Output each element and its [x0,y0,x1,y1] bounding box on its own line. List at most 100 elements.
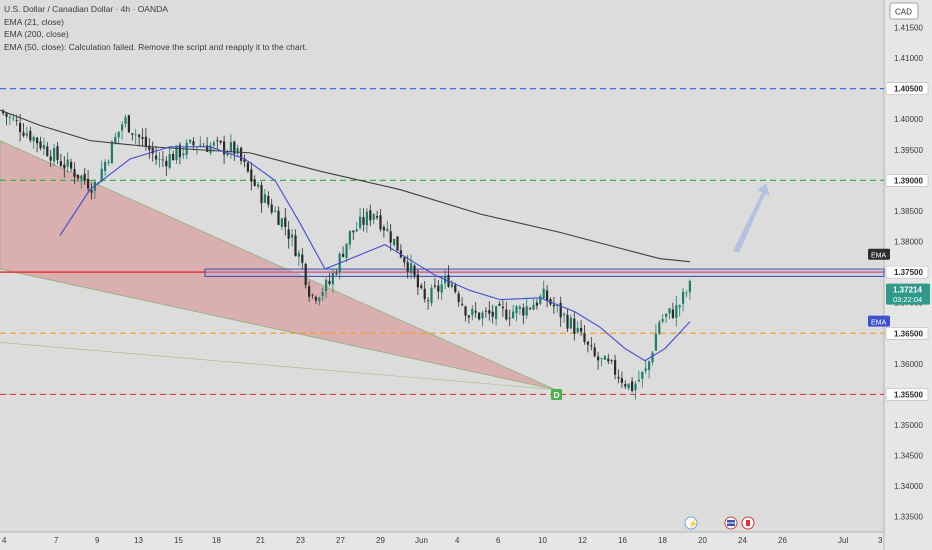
ema-tag-label: EMA [871,253,887,260]
y-tick-label: 1.34500 [894,452,923,461]
candle-body [131,133,134,135]
candle-body [610,360,613,361]
candle-body [63,164,66,169]
candle-body [603,356,606,360]
candle-body [685,292,688,294]
candle-body [376,216,379,218]
candle-body [114,136,117,144]
candle-body [393,238,396,246]
candle-body [189,139,192,143]
candle-body [481,312,484,319]
current-price-tag [886,283,930,305]
candle-body [25,133,28,136]
legend-symbol[interactable]: U.S. Dollar / Canadian Dollar · 4h · OAN… [4,4,168,14]
candle-body [688,280,691,293]
candle-body [209,145,212,153]
currency-badge [889,2,919,20]
candle-body [236,148,239,154]
ca-flag-leaf [746,520,750,526]
candle-body [90,190,93,193]
y-tick-label: 1.36000 [894,360,923,369]
candle-body [508,317,511,319]
candle-body [359,216,362,228]
candle-body [406,262,409,272]
candle-body [464,306,467,316]
x-tick-label: 4 [2,536,7,545]
pattern-label-box [551,389,562,400]
candle-body [641,371,644,379]
candle-body [501,306,504,309]
candle-body [566,314,569,329]
candle-body [532,304,535,310]
candle-body [535,302,538,306]
candle-body [620,378,623,383]
candle-body [80,175,83,179]
candle-body [569,317,572,329]
x-tick-label: 20 [698,536,707,545]
pattern-label: D [554,390,560,400]
level-price-label: 1.35500 [894,390,923,399]
candle-body [658,322,661,334]
candle-body [158,159,161,161]
candle-body [314,296,317,301]
candle-body [386,228,389,231]
candle-body [542,288,545,299]
candle-body [8,116,11,118]
candle-body [624,384,627,387]
candle-body [661,318,664,322]
candle-body [627,383,630,389]
candle-body [5,113,8,117]
candle-body [233,141,236,154]
x-tick-label: Jun [415,536,428,545]
candle-body [148,145,151,151]
x-tick-label: 24 [738,536,747,545]
candle-body [600,358,603,360]
candle-body [437,285,440,292]
resistance-zone [204,268,885,277]
legend-ema21[interactable]: EMA (21, close) [4,16,64,27]
candle-body [654,333,657,351]
candle-body [491,311,494,317]
candle-body [529,308,532,309]
x-tick-label: 3 [878,536,883,545]
candle-body [488,310,491,314]
candle-body [430,287,433,304]
legend-ema50[interactable]: EMA (50, close): Calculation failed. Rem… [4,41,308,52]
candle-body [22,132,25,136]
candle-body [36,137,39,144]
candle-body [678,305,681,308]
y-tick-label: 1.33500 [894,513,923,522]
level-price-tag [885,174,929,187]
harmonic-wedge [0,140,556,390]
candle-body [56,146,59,160]
candle-body [525,306,528,316]
candle-body [352,230,355,233]
candle-body [297,252,300,257]
candle-body [107,161,110,163]
candle-body [253,179,256,186]
current-price-label: 1.37214 [893,286,922,295]
candle-body [450,283,453,287]
candle-body [127,115,130,133]
candle-body [229,142,232,153]
candle-body [342,253,345,257]
candle-body [138,134,141,138]
candle-body [573,318,576,334]
legend-ema200[interactable]: EMA (200, close) [4,29,69,39]
candle-body [546,290,549,302]
candle-body [348,230,351,245]
candle-body [223,141,226,155]
x-tick-label: 10 [538,536,547,545]
candle-body [379,215,382,230]
level-price-label: 1.37500 [894,268,923,277]
x-tick-label: 16 [618,536,627,545]
candle-body [219,140,222,143]
candle-body [104,161,107,172]
candle-body [369,210,372,221]
candle-body [461,303,464,305]
candle-body [665,313,668,317]
level-price-label: 1.39000 [894,176,923,185]
ema-tag [868,248,890,260]
